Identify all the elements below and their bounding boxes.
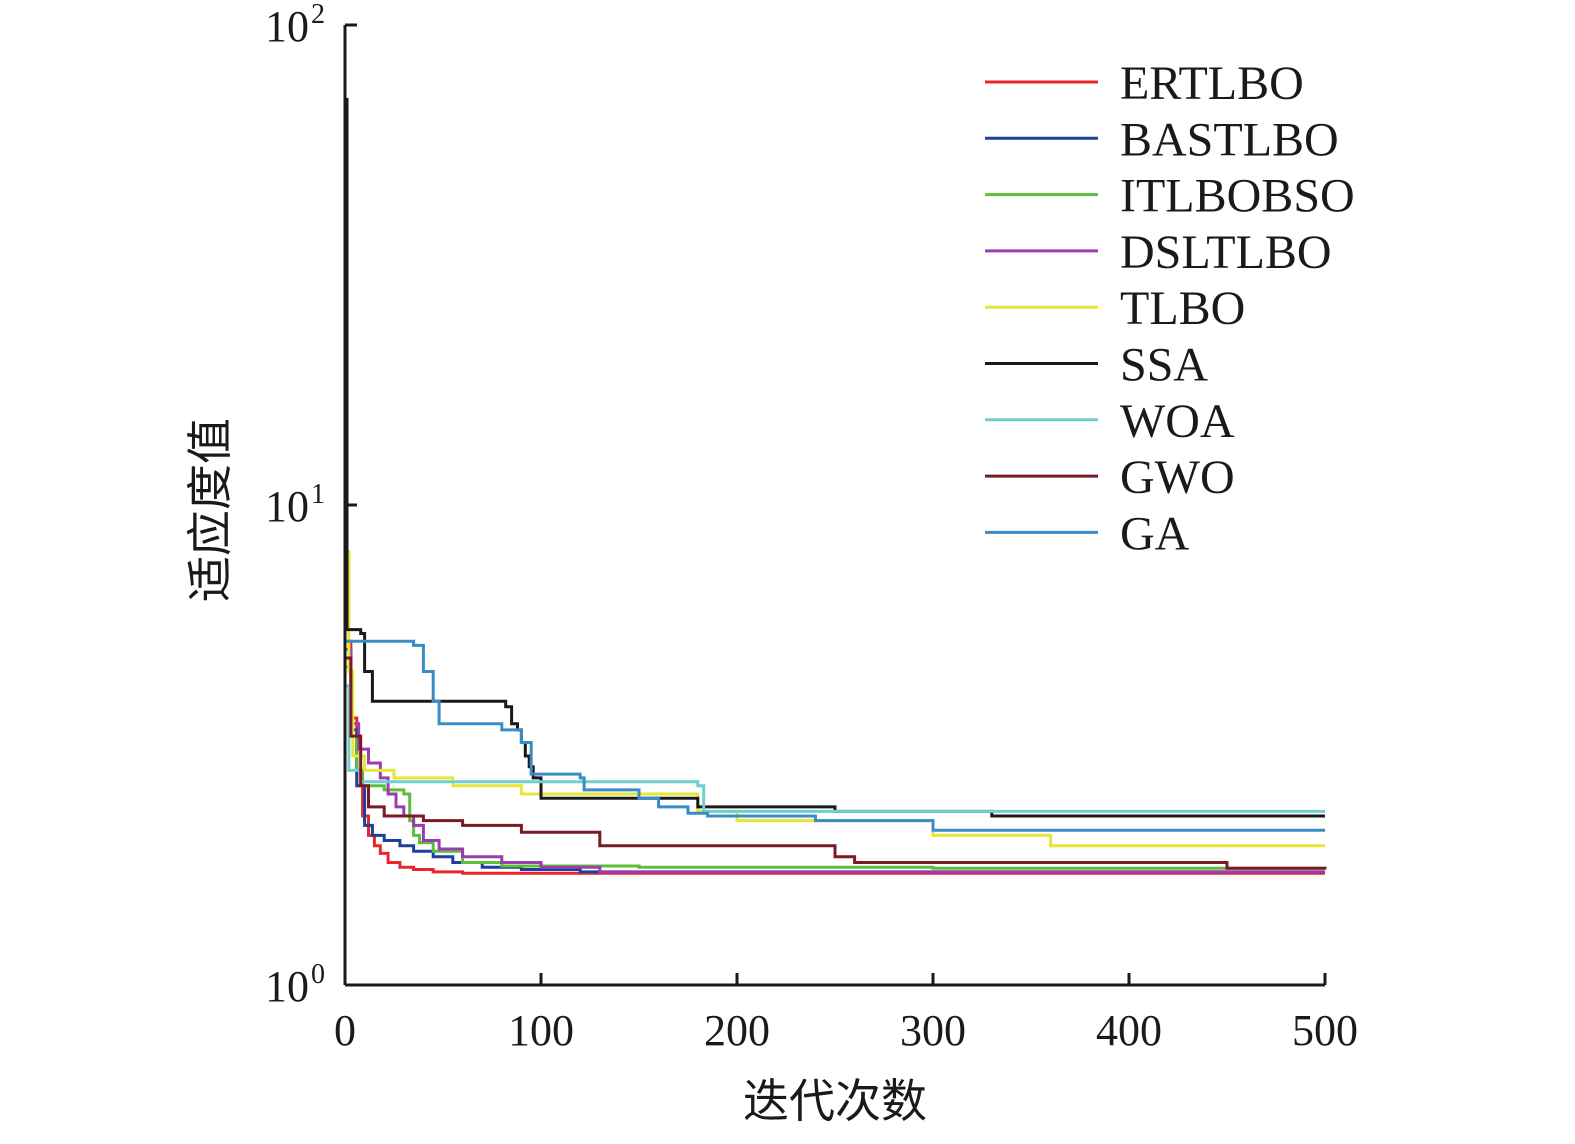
legend-label-ga: GA bbox=[1120, 507, 1190, 560]
x-axis-title: 迭代次数 bbox=[743, 1074, 927, 1128]
legend-label-dsltlbo: DSLTLBO bbox=[1120, 226, 1332, 279]
y-tick-label: 10 bbox=[265, 482, 309, 531]
y-axis-title: 适应度值 bbox=[183, 418, 237, 602]
series-line-itlbobso bbox=[345, 665, 1327, 870]
x-tick-label: 0 bbox=[334, 1006, 356, 1055]
x-tick-label: 300 bbox=[900, 1006, 966, 1055]
legend-label-bastlbo: BASTLBO bbox=[1120, 113, 1339, 166]
x-tick-label: 500 bbox=[1292, 1006, 1358, 1055]
series-line-woa bbox=[345, 684, 1325, 813]
x-tick-label: 100 bbox=[508, 1006, 574, 1055]
y-tick-label: 10 bbox=[265, 962, 309, 1011]
y-tick-exponent: 0 bbox=[311, 959, 325, 990]
y-tick-exponent: 1 bbox=[311, 479, 325, 510]
y-tick-label: 10 bbox=[265, 2, 309, 51]
legend: ERTLBOBASTLBOITLBOBSODSLTLBOTLBOSSAWOAGW… bbox=[985, 57, 1355, 560]
series-line-gwo bbox=[345, 656, 1327, 870]
series-layer bbox=[345, 97, 1327, 875]
x-tick-label: 400 bbox=[1096, 1006, 1162, 1055]
x-ticks: 0 100 200 300 400 500 bbox=[334, 973, 1358, 1055]
series-line-ertlbo bbox=[345, 639, 1325, 875]
series-line-dsltlbo bbox=[345, 648, 1325, 874]
legend-label-ertlbo: ERTLBO bbox=[1120, 57, 1304, 110]
legend-label-ssa: SSA bbox=[1120, 339, 1208, 392]
legend-label-woa: WOA bbox=[1120, 395, 1235, 448]
x-tick-label: 200 bbox=[704, 1006, 770, 1055]
legend-label-gwo: GWO bbox=[1120, 451, 1235, 504]
legend-label-itlbobso: ITLBOBSO bbox=[1120, 170, 1355, 223]
series-line-ga bbox=[345, 639, 1325, 832]
legend-label-tlbo: TLBO bbox=[1120, 282, 1245, 335]
series-line-bastlbo bbox=[345, 648, 1325, 874]
y-tick-exponent: 2 bbox=[311, 0, 325, 30]
